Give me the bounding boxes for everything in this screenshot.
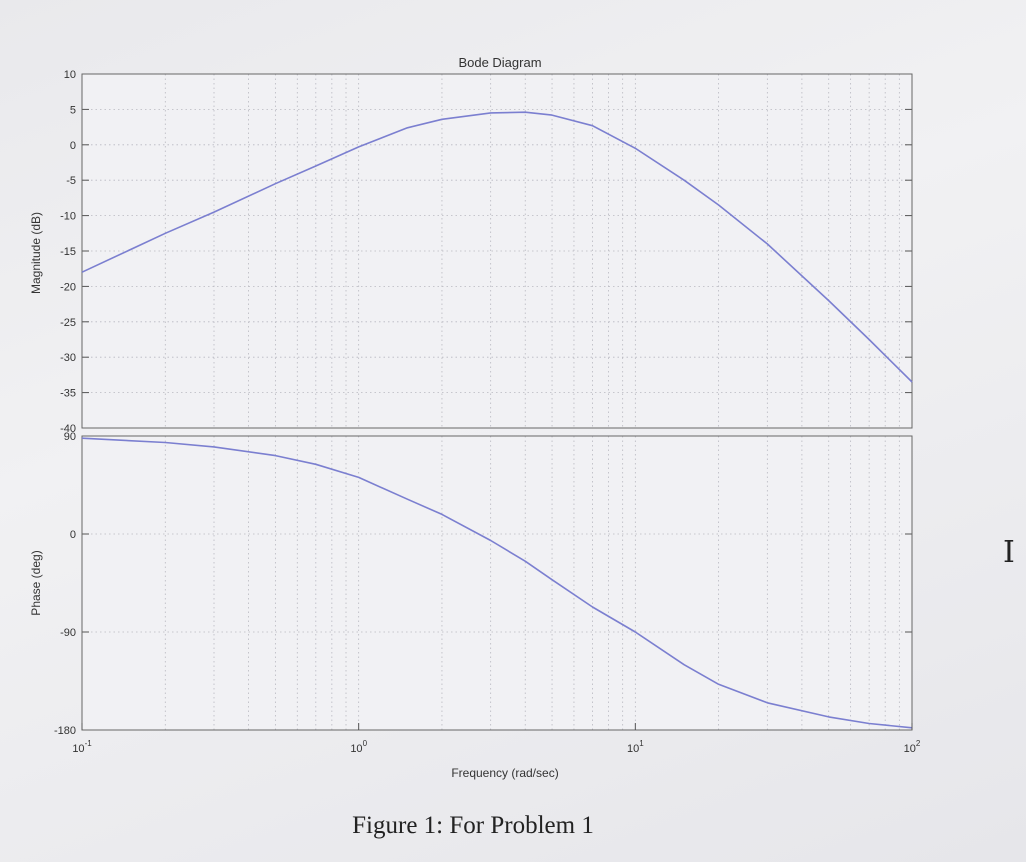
- phase-panel: 90 0 -90 -180: [54, 431, 913, 737]
- x-axis-ticks: 10-1 100 101 102: [72, 723, 921, 755]
- magnitude-ytick-label: -40: [60, 423, 76, 435]
- magnitude-axes-frame: [81, 73, 913, 429]
- phase-ytick-label: 90: [64, 431, 76, 443]
- phase-axis-label: Phase (deg): [29, 550, 43, 615]
- x-tick-label: 10-1: [72, 739, 92, 755]
- chart-title: Bode Diagram: [458, 55, 541, 70]
- magnitude-series-line: [81, 111, 913, 383]
- magnitude-ytick-label: -30: [60, 352, 76, 364]
- magnitude-ytick-label: -20: [60, 281, 76, 293]
- magnitude-ytick-label: -10: [60, 211, 76, 223]
- magnitude-ytick-label: 0: [70, 140, 76, 152]
- magnitude-axis-label: Magnitude (dB): [29, 212, 43, 294]
- magnitude-ytick-label: -35: [60, 388, 76, 400]
- magnitude-panel: 10 5 0 -5 -10 -15 -20 -25 -30 -35 -40: [60, 69, 913, 435]
- x-tick-label: 101: [627, 739, 644, 755]
- text-cursor-icon: I: [1003, 535, 1015, 570]
- x-tick-label: 102: [904, 739, 921, 755]
- magnitude-ytick-label: -25: [60, 317, 76, 329]
- phase-ytick-label: -180: [54, 725, 76, 737]
- phase-ytick-label: -90: [60, 627, 76, 639]
- x-axis-label: Frequency (rad/sec): [451, 766, 558, 780]
- x-tick-label: 100: [350, 739, 367, 755]
- phase-plot-area: [82, 436, 912, 730]
- phase-series-line: [81, 437, 913, 729]
- phase-axes-frame: [81, 435, 913, 731]
- magnitude-ytick-label: -5: [66, 175, 76, 187]
- magnitude-ytick-label: -15: [60, 246, 76, 258]
- magnitude-ytick-label: 10: [64, 69, 76, 81]
- phase-ytick-label: 0: [70, 529, 76, 541]
- magnitude-ytick-label: 5: [70, 104, 76, 116]
- figure-caption: Figure 1: For Problem 1: [352, 812, 594, 839]
